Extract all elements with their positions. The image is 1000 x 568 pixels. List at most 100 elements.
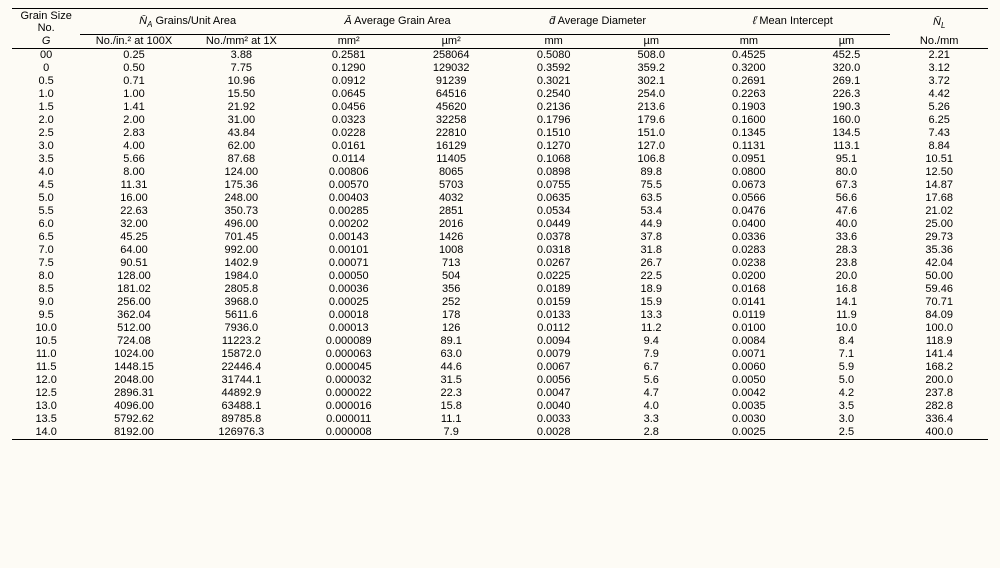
table-cell: 0.0200 xyxy=(695,270,802,283)
table-cell: 3.0 xyxy=(12,140,80,153)
table-cell: 89.8 xyxy=(607,166,695,179)
table-cell: 80.0 xyxy=(803,166,891,179)
hdr-grain-size: Grain Size No. xyxy=(12,9,80,35)
table-cell: 12.0 xyxy=(12,374,80,387)
table-cell: 1.41 xyxy=(80,101,187,114)
table-cell: 8.5 xyxy=(12,283,80,296)
table-cell: 14.1 xyxy=(803,296,891,309)
table-cell: 0.0030 xyxy=(695,413,802,426)
hdr-nl: N̄L xyxy=(890,9,988,35)
table-row: 14.08192.00126976.30.0000087.90.00282.80… xyxy=(12,426,988,440)
table-cell: 0.0645 xyxy=(295,88,402,101)
table-cell: 15872.0 xyxy=(188,348,295,361)
table-cell: 252 xyxy=(402,296,500,309)
table-cell: 0.1796 xyxy=(500,114,607,127)
table-row: 4.08.00124.000.0080680650.089889.80.0800… xyxy=(12,166,988,179)
table-cell: 90.51 xyxy=(80,257,187,270)
table-cell: 10.96 xyxy=(188,75,295,88)
table-cell: 181.02 xyxy=(80,283,187,296)
table-cell: 18.9 xyxy=(607,283,695,296)
table-cell: 8.0 xyxy=(12,270,80,283)
table-cell: 2.8 xyxy=(607,426,695,440)
table-cell: 213.6 xyxy=(607,101,695,114)
table-cell: 508.0 xyxy=(607,48,695,62)
table-cell: 0.5 xyxy=(12,75,80,88)
table-cell: 25.00 xyxy=(890,218,988,231)
table-cell: 8.84 xyxy=(890,140,988,153)
table-cell: 44.6 xyxy=(402,361,500,374)
table-row: 13.55792.6289785.80.00001111.10.00333.30… xyxy=(12,413,988,426)
table-row: 0.50.7110.960.0912912390.3021302.10.2691… xyxy=(12,75,988,88)
table-cell: 400.0 xyxy=(890,426,988,440)
table-cell: 0.0028 xyxy=(500,426,607,440)
table-cell: 282.8 xyxy=(890,400,988,413)
table-cell: 113.1 xyxy=(803,140,891,153)
table-cell: 178 xyxy=(402,309,500,322)
table-cell: 40.0 xyxy=(803,218,891,231)
table-cell: 0.0238 xyxy=(695,257,802,270)
table-cell: 0.1270 xyxy=(500,140,607,153)
hdr-na: N̄A Grains/Unit Area xyxy=(80,9,295,35)
table-cell: 0.0283 xyxy=(695,244,802,257)
table-row: 1.51.4121.920.0456456200.2136213.60.1903… xyxy=(12,101,988,114)
table-cell: 0.2581 xyxy=(295,48,402,62)
table-row: 6.545.25701.450.0014314260.037837.80.033… xyxy=(12,231,988,244)
table-cell: 0.50 xyxy=(80,62,187,75)
table-cell: 2.00 xyxy=(80,114,187,127)
table-row: 12.02048.0031744.10.00003231.50.00565.60… xyxy=(12,374,988,387)
table-cell: 14.87 xyxy=(890,179,988,192)
hdr-a-um2: µm² xyxy=(402,34,500,48)
table-cell: 100.0 xyxy=(890,322,988,335)
table-cell: 7.9 xyxy=(402,426,500,440)
table-cell: 0.0079 xyxy=(500,348,607,361)
table-cell: 0.1345 xyxy=(695,127,802,140)
table-cell: 0.0378 xyxy=(500,231,607,244)
table-cell: 0.00013 xyxy=(295,322,402,335)
table-cell: 5.9 xyxy=(803,361,891,374)
table-cell: 2896.31 xyxy=(80,387,187,400)
table-cell: 4096.00 xyxy=(80,400,187,413)
table-cell: 21.92 xyxy=(188,101,295,114)
table-cell: 0.00050 xyxy=(295,270,402,283)
table-cell: 5.26 xyxy=(890,101,988,114)
table-cell: 11223.2 xyxy=(188,335,295,348)
table-row: 12.52896.3144892.90.00002222.30.00474.70… xyxy=(12,387,988,400)
table-cell: 320.0 xyxy=(803,62,891,75)
table-cell: 504 xyxy=(402,270,500,283)
table-cell: 0.00101 xyxy=(295,244,402,257)
table-cell: 5.5 xyxy=(12,205,80,218)
table-cell: 16129 xyxy=(402,140,500,153)
table-cell: 9.0 xyxy=(12,296,80,309)
table-cell: 1.0 xyxy=(12,88,80,101)
table-cell: 7.0 xyxy=(12,244,80,257)
table-cell: 26.7 xyxy=(607,257,695,270)
table-cell: 28.3 xyxy=(803,244,891,257)
table-cell: 0.2691 xyxy=(695,75,802,88)
table-cell: 128.00 xyxy=(80,270,187,283)
table-cell: 64.00 xyxy=(80,244,187,257)
table-row: 2.52.8343.840.0228228100.1510151.00.1345… xyxy=(12,127,988,140)
table-cell: 0.0050 xyxy=(695,374,802,387)
table-cell: 0.00806 xyxy=(295,166,402,179)
table-row: 5.016.00248.000.0040340320.063563.50.056… xyxy=(12,192,988,205)
table-cell: 151.0 xyxy=(607,127,695,140)
table-cell: 11.0 xyxy=(12,348,80,361)
table-cell: 0.0071 xyxy=(695,348,802,361)
table-cell: 33.6 xyxy=(803,231,891,244)
table-cell: 160.0 xyxy=(803,114,891,127)
table-cell: 992.00 xyxy=(188,244,295,257)
table-cell: 11405 xyxy=(402,153,500,166)
table-cell: 44892.9 xyxy=(188,387,295,400)
table-cell: 126 xyxy=(402,322,500,335)
table-cell: 3.88 xyxy=(188,48,295,62)
table-cell: 0.000011 xyxy=(295,413,402,426)
table-cell: 237.8 xyxy=(890,387,988,400)
table-cell: 11.5 xyxy=(12,361,80,374)
table-cell: 0.1290 xyxy=(295,62,402,75)
table-cell: 5792.62 xyxy=(80,413,187,426)
table-cell: 7.75 xyxy=(188,62,295,75)
table-cell: 59.46 xyxy=(890,283,988,296)
table-cell: 0.0094 xyxy=(500,335,607,348)
table-cell: 62.00 xyxy=(188,140,295,153)
table-cell: 0.0898 xyxy=(500,166,607,179)
